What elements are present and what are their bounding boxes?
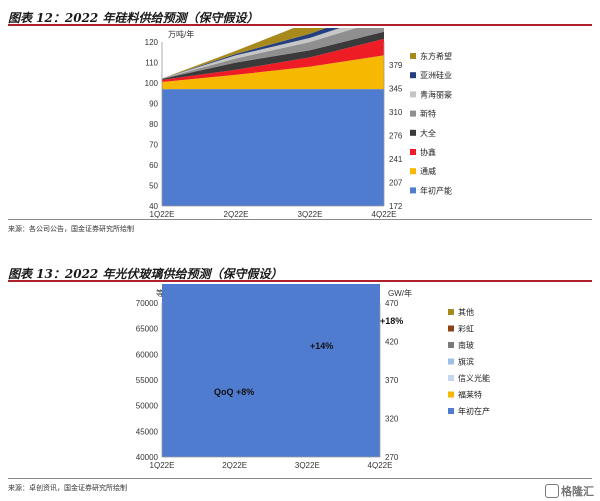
y2-tick-label: 470 bbox=[385, 299, 399, 308]
y2-tick-label: 379 bbox=[389, 61, 403, 70]
annotation-label: QoQ +8% bbox=[214, 387, 254, 397]
y2-tick-label: 276 bbox=[389, 132, 403, 141]
y-tick-label: 120 bbox=[145, 38, 159, 47]
y-tick-label: 45000 bbox=[136, 427, 159, 436]
legend-swatch-青海丽豪 bbox=[410, 91, 416, 98]
area-通威 bbox=[162, 55, 384, 90]
figure-1-title-rule bbox=[8, 24, 592, 26]
y-tick-label: 60000 bbox=[136, 350, 159, 359]
legend-swatch-协鑫 bbox=[410, 149, 416, 155]
legend-swatch-大全 bbox=[410, 129, 416, 136]
legend-swatch-东方希望 bbox=[410, 53, 416, 59]
legend-label-大全: 大全 bbox=[420, 128, 436, 138]
area-协鑫 bbox=[162, 38, 384, 82]
y-tick-label: 50 bbox=[149, 182, 158, 191]
y-axis-label: 万吨/年 bbox=[168, 29, 194, 39]
y2-tick-label: 207 bbox=[389, 179, 403, 188]
x-tick-label: 1Q22E bbox=[150, 210, 175, 218]
legend-label-福莱特: 福莱特 bbox=[458, 390, 482, 400]
figure-1-source: 来源：各公司公告，国金证券研究所绘制 bbox=[8, 225, 134, 233]
y2-axis-label: GW/年 bbox=[388, 288, 412, 298]
legend-label-青海丽豪: 青海丽豪 bbox=[420, 89, 452, 99]
y-tick-label: 50000 bbox=[136, 402, 159, 411]
legend-label-新特: 新特 bbox=[420, 109, 436, 119]
x-tick-label: 2Q22E bbox=[224, 210, 249, 218]
area-新特 bbox=[162, 28, 384, 79]
y2-tick-label: 310 bbox=[389, 108, 403, 117]
y-tick-label: 40 bbox=[149, 202, 158, 211]
y-tick-label: 110 bbox=[145, 59, 158, 68]
legend-swatch-南玻 bbox=[448, 342, 454, 348]
figure-1-source-rule bbox=[8, 219, 592, 220]
area-大全 bbox=[162, 31, 384, 80]
y-tick-label: 65000 bbox=[136, 325, 159, 334]
legend-swatch-彩虹 bbox=[448, 325, 454, 332]
y-tick-label: 60 bbox=[149, 161, 158, 170]
watermark: 格隆汇 bbox=[545, 483, 594, 499]
watermark-text: 格隆汇 bbox=[561, 486, 594, 498]
y-tick-label: 70000 bbox=[136, 299, 159, 308]
y2-tick-label: 370 bbox=[385, 376, 399, 385]
legend-label-旗滨: 旗滨 bbox=[458, 357, 474, 367]
y2-tick-label: 420 bbox=[385, 338, 399, 347]
legend-label-信义光能: 信义光能 bbox=[458, 373, 490, 383]
y2-tick-label: 172 bbox=[389, 202, 403, 211]
legend-label-年初在产: 年初在产 bbox=[458, 406, 490, 416]
area-青海丽豪 bbox=[162, 28, 357, 79]
figure-2-title-rule bbox=[8, 280, 592, 282]
area-亚洲硅业 bbox=[162, 28, 340, 79]
legend-label-彩虹: 彩虹 bbox=[458, 324, 474, 334]
annotation-label: +18% bbox=[380, 316, 403, 326]
y-tick-label: 70 bbox=[149, 141, 158, 150]
legend-swatch-通威 bbox=[410, 168, 416, 175]
legend-label-亚洲硅业: 亚洲硅业 bbox=[420, 70, 452, 80]
x-tick-label: 3Q22E bbox=[298, 210, 323, 218]
y-tick-label: 55000 bbox=[136, 376, 159, 385]
y2-tick-label: 320 bbox=[385, 415, 399, 424]
annotation-label: +14% bbox=[310, 341, 333, 351]
legend-swatch-年初在产 bbox=[448, 408, 454, 414]
legend-label-南玻: 南玻 bbox=[458, 340, 474, 350]
watermark-logo-icon bbox=[545, 484, 559, 498]
legend-label-其他: 其他 bbox=[458, 307, 474, 317]
y-tick-label: 40000 bbox=[136, 453, 159, 462]
area-年初产能 bbox=[162, 89, 384, 206]
legend-label-协鑫: 协鑫 bbox=[420, 147, 436, 157]
area-年初在产 bbox=[162, 284, 380, 457]
y-tick-label: 80 bbox=[149, 120, 158, 129]
legend-swatch-亚洲硅业 bbox=[410, 72, 416, 79]
legend-swatch-旗滨 bbox=[448, 358, 454, 365]
legend-swatch-信义光能 bbox=[448, 375, 454, 381]
area-东方希望 bbox=[162, 28, 327, 79]
legend-swatch-新特 bbox=[410, 110, 416, 117]
legend-swatch-年初产能 bbox=[410, 187, 416, 194]
figure-2-source: 来源：卓创资讯，国金证券研究所绘制 bbox=[8, 484, 127, 492]
figure-2-source-rule bbox=[8, 478, 592, 479]
x-tick-label: 4Q22E bbox=[372, 210, 397, 218]
x-tick-label: 2Q22E bbox=[222, 461, 247, 469]
chart-pv-glass-supply: 等效日熔量（t/d）GW/年40000450005000055000600006… bbox=[136, 284, 490, 469]
x-tick-label: 4Q22E bbox=[368, 461, 393, 469]
y-tick-label: 100 bbox=[145, 79, 159, 88]
y2-tick-label: 270 bbox=[385, 453, 399, 462]
legend-label-东方希望: 东方希望 bbox=[420, 51, 452, 61]
y2-tick-label: 345 bbox=[389, 85, 403, 94]
x-tick-label: 1Q22E bbox=[150, 461, 175, 469]
chart-silicon-supply: 万吨/年GW/年40506070809010011012017220724127… bbox=[145, 28, 452, 218]
legend-swatch-福莱特 bbox=[448, 391, 454, 398]
figure-2-title: 图表 13：2022 年光伏玻璃供给预测（保守假设） bbox=[8, 267, 283, 281]
legend-swatch-其他 bbox=[448, 309, 454, 315]
y2-tick-label: 241 bbox=[389, 155, 403, 164]
x-tick-label: 3Q22E bbox=[295, 461, 320, 469]
legend-label-通威: 通威 bbox=[420, 166, 436, 176]
y-tick-label: 90 bbox=[149, 100, 158, 109]
legend-label-年初产能: 年初产能 bbox=[420, 185, 452, 195]
figure-1-title: 图表 12：2022 年硅料供给预测（保守假设） bbox=[8, 11, 259, 25]
